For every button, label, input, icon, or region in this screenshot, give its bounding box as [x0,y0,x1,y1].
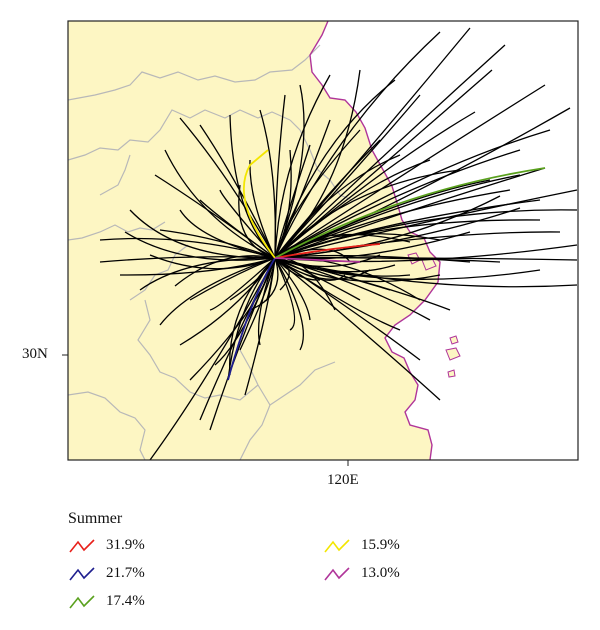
legend-swatch [69,594,95,608]
latitude-label: 30N [22,346,48,362]
trajectory-line [179,117,276,259]
legend-item-yellow: 15.9% [323,537,400,554]
trajectory-line [274,257,578,261]
trajectory-line [274,129,361,259]
legend-swatch [324,538,350,552]
trajectory-line [274,257,431,321]
legend-swatch [69,538,95,552]
trajectory-line [274,169,461,259]
province-borders [68,44,353,460]
land-area [68,21,440,460]
legend-title: Summer [68,510,123,527]
legend-label: 17.4% [106,593,145,609]
trajectory-line [149,257,276,460]
trajectory-line [274,167,546,259]
legend-swatch [324,566,350,580]
trajectory-line [159,229,276,259]
trajectory-line [274,257,441,401]
trajectory-line [274,174,521,259]
trajectory-line [99,256,276,263]
trajectory-line [274,189,578,259]
trajectory-line [274,256,421,301]
legend-item-red: 31.9% [68,537,145,554]
trajectory-line [274,257,296,331]
legend-item-green: 17.4% [68,593,145,610]
trajectory-line [274,257,451,311]
cluster-mean-trajectory [274,243,381,259]
trajectory-line [249,159,276,259]
coastline [309,21,441,460]
legend-label: 31.9% [106,537,145,553]
trajectory-line [274,257,421,361]
trajectory-line [179,209,276,259]
trajectory-line [159,257,276,326]
trajectory-line [274,149,292,259]
longitude-label: 120E [327,472,359,488]
trajectory-line [274,69,361,259]
trajectory-line [274,129,551,259]
trajectory-line [259,109,277,259]
trajectory-line [274,257,311,321]
trajectory-line [274,44,506,259]
trajectory-line [228,257,276,376]
trajectory-line [274,179,491,259]
legend-item-blue: 21.7% [68,565,145,582]
trajectory-line [274,84,546,259]
trajectory-line [199,199,276,259]
cluster-mean-trajectory [243,149,276,259]
trajectory-line [219,189,276,259]
trajectory-line [274,199,541,259]
trajectory-line [119,257,276,276]
cluster-mean-trajectory [274,167,546,259]
trajectory-line [274,159,431,259]
cluster-mean-trajectory [274,257,361,263]
trajectory-line [209,257,276,311]
legend-label: 13.0% [361,565,400,581]
legend-label: 21.7% [106,565,145,581]
trajectory-group [99,27,578,460]
map-frame-border [67,20,579,461]
legend-swatch [69,566,95,580]
cluster-mean-trajectory [227,257,276,381]
trajectory-line [189,257,276,301]
legend-item-purple: 13.0% [323,565,400,582]
trajectory-line [139,257,276,291]
trajectory-line [149,254,276,270]
trajectory-line [249,257,279,311]
trajectory-line [274,139,381,259]
trajectory-line [274,257,304,351]
trajectory-line [199,124,276,259]
legend-label: 15.9% [361,537,400,553]
trajectory-line [244,257,276,396]
trajectory-line [174,255,276,287]
